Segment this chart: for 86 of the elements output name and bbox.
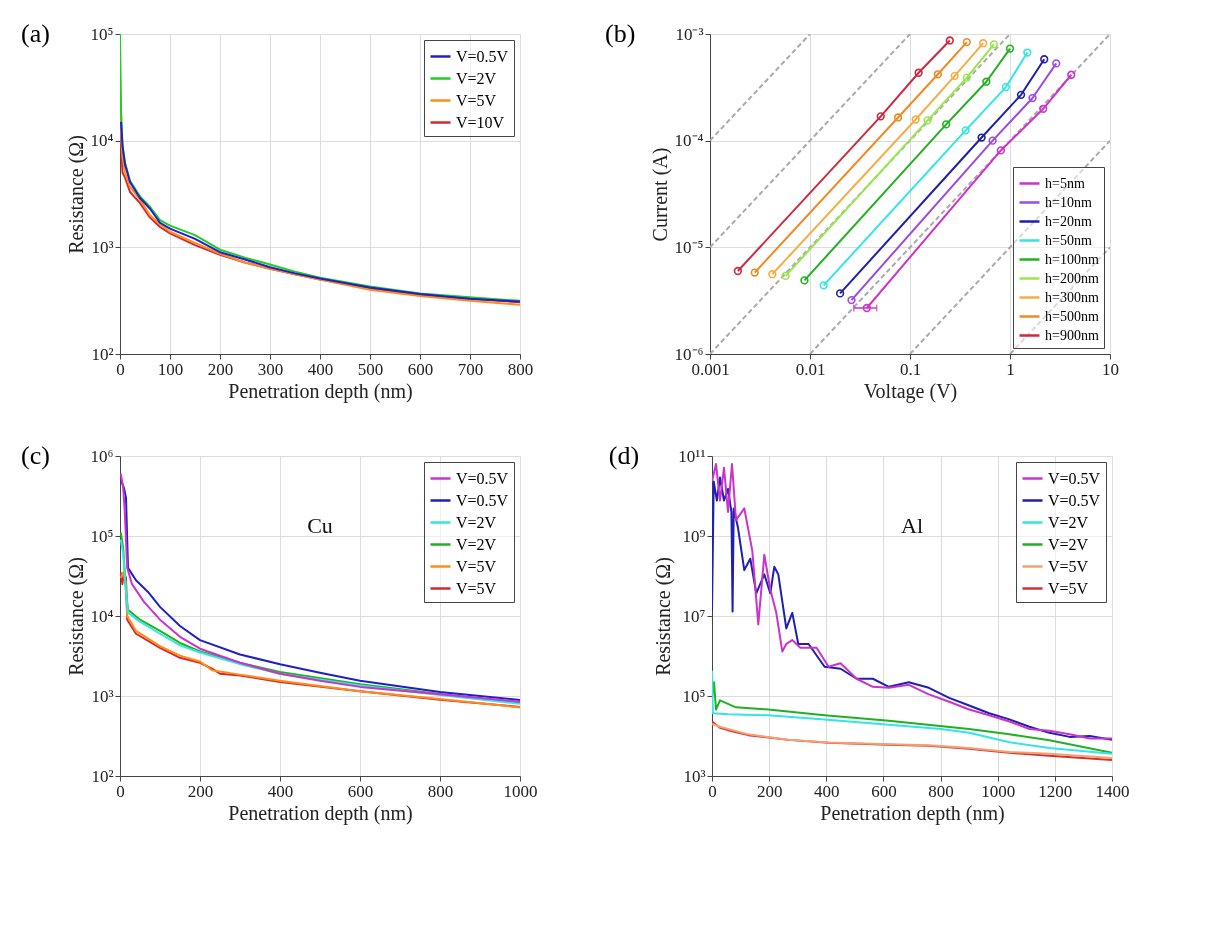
y-tick-label: 10⁹: [682, 526, 706, 546]
y-tick-label: 10⁷: [682, 606, 706, 626]
x-tick-label: 700: [457, 359, 484, 379]
legend-label: h=50nm: [1045, 232, 1092, 248]
y-axis-title: Resistance (Ω): [64, 135, 88, 254]
annotation: Cu: [307, 513, 333, 539]
legend-label: h=500nm: [1045, 308, 1099, 324]
x-tick-label: 1400: [1095, 781, 1130, 801]
x-tick-label: 400: [307, 359, 334, 379]
x-tick-label: 400: [267, 781, 294, 801]
legend-label: h=20nm: [1045, 213, 1092, 229]
x-tick-label: 0.1: [899, 359, 922, 379]
x-tick-label: 500: [357, 359, 384, 379]
legend-label: h=5nm: [1045, 175, 1085, 191]
x-tick-label: 0: [116, 781, 125, 801]
legend-label: V=2V: [1048, 535, 1089, 553]
legend-label: V=2V: [456, 513, 497, 531]
x-tick-label: 10: [1102, 359, 1119, 379]
y-tick-label: 10⁻⁵: [674, 237, 704, 257]
y-tick-label: 10⁻⁴: [674, 131, 704, 151]
legend-label: V=0.5V: [456, 491, 509, 509]
legend-label: h=900nm: [1045, 327, 1099, 343]
y-tick-label: 10¹¹: [678, 446, 706, 466]
legend-label: V=0.5V: [456, 47, 509, 65]
line-series: [712, 669, 1112, 755]
legend-label: V=2V: [456, 535, 497, 553]
y-axis-title: Resistance (Ω): [652, 557, 676, 676]
x-axis-title: Penetration depth (nm): [228, 801, 413, 825]
legend-label: V=2V: [456, 69, 497, 87]
legend-label: V=10V: [456, 113, 505, 131]
legend-label: V=5V: [456, 579, 497, 597]
legend-label: h=200nm: [1045, 270, 1099, 286]
y-axis-title: Current (A): [648, 147, 672, 242]
x-tick-label: 400: [814, 781, 840, 801]
legend-label: h=100nm: [1045, 251, 1099, 267]
y-tick-label: 10⁵: [90, 526, 114, 546]
x-axis-title: Voltage (V): [863, 379, 958, 403]
x-tick-label: 1000: [503, 781, 538, 801]
y-tick-label: 10⁵: [90, 24, 114, 44]
x-tick-label: 1000: [981, 781, 1016, 801]
y-tick-label: 10³: [91, 237, 114, 257]
y-tick-label: 10²: [91, 344, 114, 364]
y-tick-label: 10⁵: [682, 686, 706, 706]
x-tick-label: 300: [257, 359, 284, 379]
chart-title: (c): [21, 441, 50, 470]
x-tick-label: 0: [708, 781, 717, 801]
x-tick-label: 600: [407, 359, 434, 379]
x-tick-label: 1: [1006, 359, 1015, 379]
chart-title: (d): [608, 441, 640, 470]
x-tick-label: 100: [157, 359, 184, 379]
legend-label: V=5V: [456, 557, 497, 575]
chart-title: (b): [605, 19, 636, 48]
y-tick-label: 10⁴: [90, 131, 114, 151]
y-tick-label: 10²: [91, 766, 114, 786]
x-tick-label: 600: [871, 781, 897, 801]
legend-label: V=0.5V: [1048, 491, 1101, 509]
legend-label: V=0.5V: [456, 469, 509, 487]
legend-label: V=5V: [1048, 557, 1089, 575]
y-axis-title: Resistance (Ω): [64, 557, 88, 676]
legend-label: V=5V: [1048, 579, 1089, 597]
y-tick-label: 10⁶: [90, 446, 114, 466]
x-tick-label: 200: [207, 359, 234, 379]
legend-label: V=2V: [1048, 513, 1089, 531]
legend-label: h=300nm: [1045, 289, 1099, 305]
annotation: Al: [901, 513, 923, 539]
legend-label: h=10nm: [1045, 194, 1092, 210]
chart-title: (a): [21, 19, 50, 48]
x-tick-label: 800: [928, 781, 954, 801]
line-series: [120, 34, 520, 302]
legend-label: V=0.5V: [1048, 469, 1101, 487]
y-tick-label: 10³: [683, 766, 706, 786]
x-axis-title: Penetration depth (nm): [228, 379, 413, 403]
x-tick-label: 200: [756, 781, 783, 801]
x-tick-label: 0: [116, 359, 125, 379]
x-tick-label: 1200: [1038, 781, 1073, 801]
legend-label: V=5V: [456, 91, 497, 109]
x-tick-label: 200: [187, 781, 214, 801]
x-axis-title: Penetration depth (nm): [820, 801, 1005, 825]
x-tick-label: 600: [347, 781, 374, 801]
line-series: [712, 681, 1112, 754]
x-tick-label: 0.01: [795, 359, 826, 379]
y-tick-label: 10⁴: [90, 606, 114, 626]
y-tick-label: 10⁻³: [675, 24, 704, 44]
x-tick-label: 800: [427, 781, 454, 801]
x-tick-label: 800: [507, 359, 534, 379]
y-tick-label: 10³: [91, 686, 114, 706]
